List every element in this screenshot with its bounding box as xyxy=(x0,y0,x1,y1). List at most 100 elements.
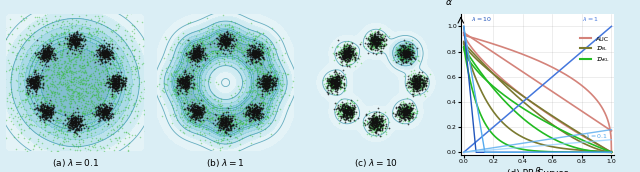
Point xyxy=(116,58,127,61)
Point xyxy=(181,85,191,87)
Point xyxy=(396,53,406,56)
Point xyxy=(251,112,261,115)
Point xyxy=(338,113,348,116)
Point xyxy=(179,83,189,86)
Point xyxy=(66,119,76,121)
Point xyxy=(337,49,347,51)
Point xyxy=(46,50,56,52)
Point xyxy=(0,76,4,78)
Point xyxy=(22,82,32,84)
Point xyxy=(415,83,426,86)
Point xyxy=(196,142,206,144)
Point xyxy=(369,36,379,39)
Point xyxy=(407,56,417,59)
Point xyxy=(331,77,341,79)
Point xyxy=(225,124,235,127)
Point xyxy=(196,79,207,81)
Point xyxy=(252,56,262,58)
Point xyxy=(81,87,91,89)
Point xyxy=(376,40,386,42)
Point xyxy=(113,129,124,132)
Point xyxy=(346,53,356,56)
Point xyxy=(403,59,413,62)
Point xyxy=(395,115,405,118)
Point xyxy=(375,39,385,42)
Point xyxy=(81,150,91,153)
Point xyxy=(406,49,417,51)
Point xyxy=(83,61,93,64)
Point xyxy=(397,112,408,115)
Point xyxy=(257,83,268,86)
Point xyxy=(188,84,198,87)
Point xyxy=(405,56,415,59)
Point xyxy=(409,76,419,78)
Point xyxy=(191,47,202,50)
Point xyxy=(346,112,356,115)
Point xyxy=(200,51,210,54)
Point xyxy=(47,40,57,42)
Point xyxy=(265,48,275,51)
Point xyxy=(184,108,194,111)
Point xyxy=(329,80,339,82)
Point xyxy=(24,34,34,37)
Point xyxy=(261,80,271,83)
Point xyxy=(262,111,273,114)
Point xyxy=(21,99,31,102)
Point xyxy=(262,51,273,54)
Point xyxy=(269,83,279,86)
Point xyxy=(221,46,232,49)
Point xyxy=(340,111,350,114)
Point xyxy=(347,110,357,113)
Point xyxy=(253,51,263,54)
Point xyxy=(75,38,85,41)
Point xyxy=(371,116,381,119)
Point xyxy=(248,48,258,51)
Point xyxy=(192,60,202,63)
Point xyxy=(328,77,339,80)
Point xyxy=(409,82,419,85)
Point xyxy=(413,85,424,88)
Point xyxy=(260,85,271,87)
Point xyxy=(85,57,95,60)
Point xyxy=(226,120,236,122)
Point xyxy=(177,84,188,87)
Point xyxy=(128,104,138,106)
Point xyxy=(181,78,191,81)
Point xyxy=(84,55,95,58)
Point xyxy=(219,116,229,119)
Point xyxy=(71,125,81,128)
Point xyxy=(218,125,228,128)
Point xyxy=(120,80,130,83)
Point xyxy=(217,119,227,122)
Point xyxy=(222,115,232,118)
Point xyxy=(374,32,384,35)
Point xyxy=(220,121,230,124)
Point xyxy=(241,60,252,63)
Point xyxy=(131,104,141,107)
Point xyxy=(87,93,97,96)
Point xyxy=(255,71,265,74)
Point xyxy=(109,80,120,83)
Point xyxy=(72,91,83,94)
Point xyxy=(399,110,410,113)
Point xyxy=(200,53,210,56)
Point xyxy=(27,79,37,82)
Point xyxy=(376,120,387,122)
Point xyxy=(417,74,428,77)
Point xyxy=(196,115,207,118)
Point xyxy=(104,85,115,88)
Point xyxy=(364,122,374,125)
Point xyxy=(415,86,425,89)
Point xyxy=(73,43,83,46)
Point xyxy=(252,82,262,84)
Point xyxy=(402,113,412,115)
Point xyxy=(189,80,199,83)
Point xyxy=(44,89,54,92)
Point xyxy=(200,58,210,60)
Point xyxy=(191,108,202,111)
Point xyxy=(70,42,80,45)
Point xyxy=(100,60,111,63)
Point xyxy=(191,83,201,85)
Point xyxy=(403,115,413,118)
Point xyxy=(401,119,411,121)
